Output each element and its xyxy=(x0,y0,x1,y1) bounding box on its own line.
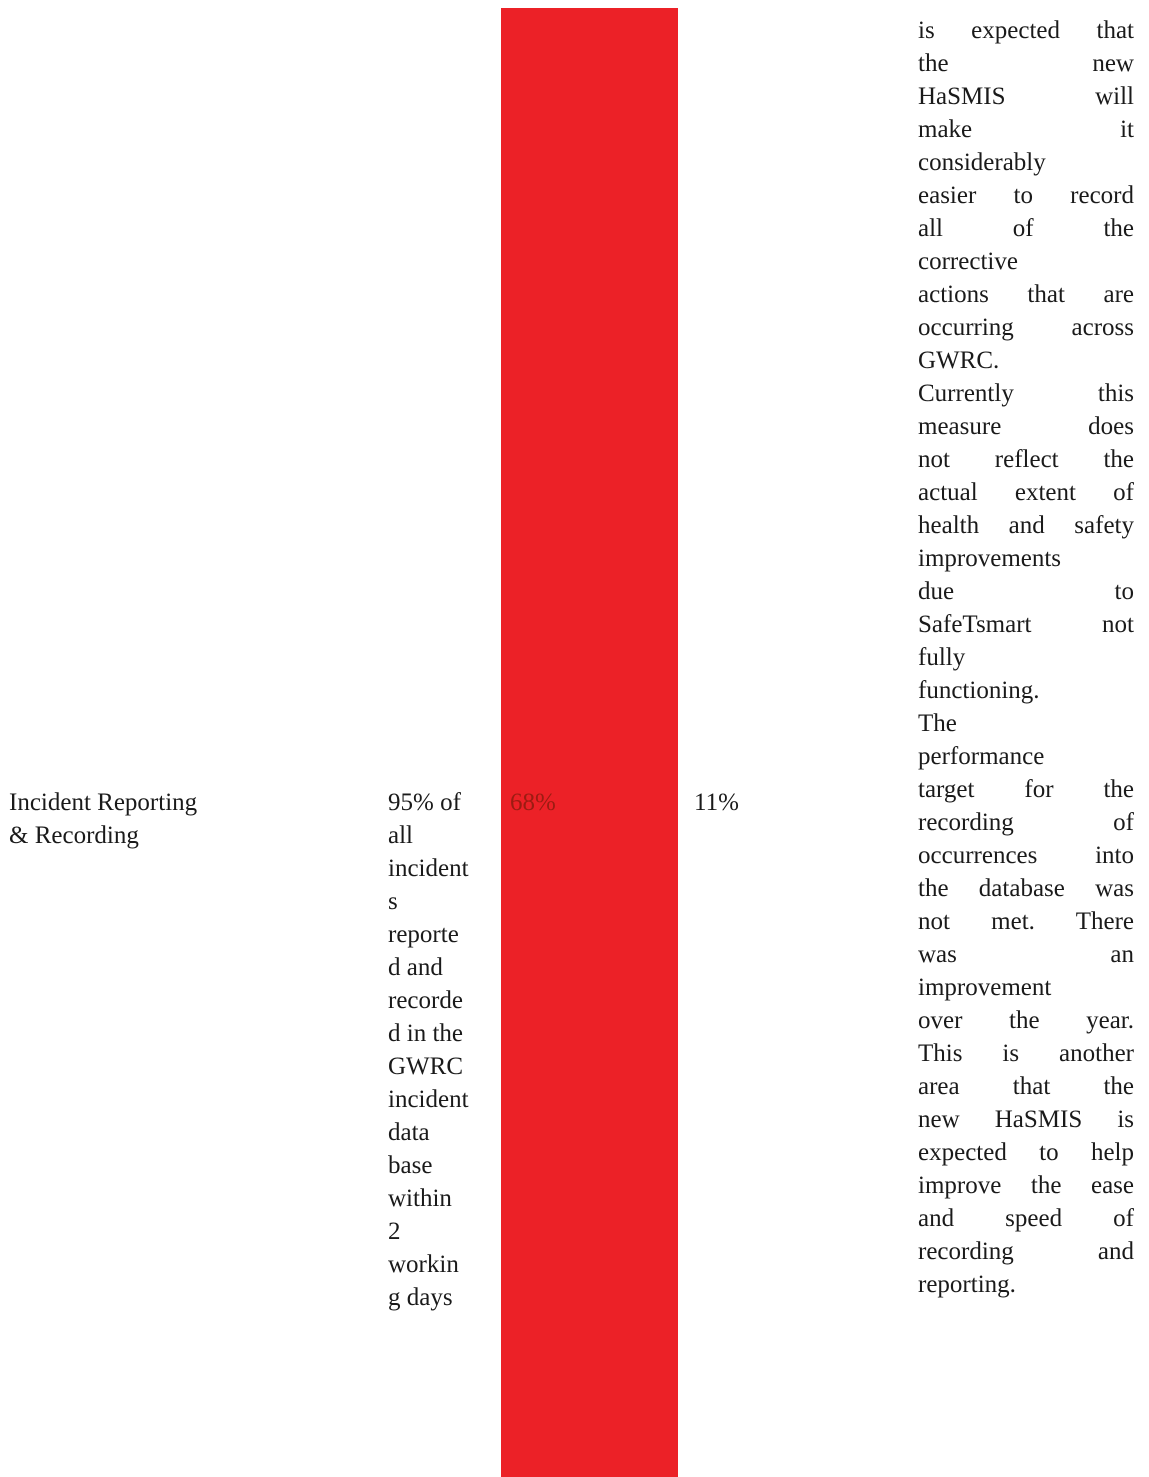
target-line: 2 xyxy=(388,1218,401,1245)
comment-line: area that the xyxy=(918,1073,1134,1100)
target-line: s xyxy=(388,888,398,915)
comment-line: health and safety xyxy=(918,512,1134,539)
comment-line: was an xyxy=(918,941,1134,968)
target-cell: 95% of all incident s reporte d and reco… xyxy=(388,786,498,1314)
result-value: 68% xyxy=(510,789,556,816)
target-line: GWRC xyxy=(388,1053,463,1080)
comment-line: functioning. xyxy=(918,677,1040,704)
comment-line: performance xyxy=(918,743,1045,770)
comment-line: all of the xyxy=(918,215,1134,242)
comment-line: GWRC. xyxy=(918,347,1000,374)
target-line: d in the xyxy=(388,1020,463,1047)
target-line: within xyxy=(388,1185,452,1212)
comment-line: recording of xyxy=(918,809,1134,836)
change-value: 11% xyxy=(694,789,739,816)
comment-line: measure does xyxy=(918,413,1134,440)
comment-line: and speed of xyxy=(918,1205,1134,1232)
status-red-band xyxy=(501,8,678,1477)
target-line: data xyxy=(388,1119,430,1146)
comment-line: due to xyxy=(918,578,1134,605)
comment-line: improve the ease xyxy=(918,1172,1134,1199)
target-line: workin xyxy=(388,1251,459,1278)
comment-line: not met. There xyxy=(918,908,1134,935)
comment-line: easier to record xyxy=(918,182,1134,209)
target-line: base xyxy=(388,1152,433,1179)
target-line: incident xyxy=(388,855,469,882)
comment-line: is expected that xyxy=(918,17,1134,44)
comment-line: occurring across xyxy=(918,314,1134,341)
comment-line: make it xyxy=(918,116,1134,143)
activity-line: & Recording xyxy=(9,822,139,849)
comment-line: over the year. xyxy=(918,1007,1134,1034)
comment-line: new HaSMIS is xyxy=(918,1106,1134,1133)
previous-row-comment: is expected that the new HaSMIS will mak… xyxy=(918,14,1134,707)
target-line: recorde xyxy=(388,987,463,1014)
comment-line: SafeTsmart not xyxy=(918,611,1134,638)
incident-row-comment: The performance target for the recording… xyxy=(918,707,1134,1301)
comment-line: The xyxy=(918,710,957,737)
target-line: 95% of xyxy=(388,789,461,816)
comment-line: the database was xyxy=(918,875,1134,902)
comment-line: reporting. xyxy=(918,1271,1016,1298)
comment-line: HaSMIS will xyxy=(918,83,1134,110)
target-line: d and xyxy=(388,954,443,981)
comment-line: improvements xyxy=(918,545,1062,572)
comment-line: not reflect the xyxy=(918,446,1134,473)
comment-line: occurrences into xyxy=(918,842,1134,869)
activity-line: Incident Reporting xyxy=(9,789,198,816)
comment-line: Currently this xyxy=(918,380,1134,407)
comment-line: considerably xyxy=(918,149,1046,176)
target-line: incident xyxy=(388,1086,469,1113)
comment-line: improvement xyxy=(918,974,1052,1001)
comment-line: target for the xyxy=(918,776,1134,803)
target-line: all xyxy=(388,822,413,849)
target-line: g days xyxy=(388,1284,453,1311)
comment-line: This is another xyxy=(918,1040,1134,1067)
comment-line: actual extent of xyxy=(918,479,1134,506)
comment-line: actions that are xyxy=(918,281,1134,308)
activity-cell: Incident Reporting & Recording xyxy=(9,786,309,852)
comment-line: fully xyxy=(918,644,966,671)
comment-line: expected to help xyxy=(918,1139,1134,1166)
target-line: reporte xyxy=(388,921,459,948)
comment-line: recording and xyxy=(918,1238,1134,1265)
comment-line: corrective xyxy=(918,248,1018,275)
comment-column: is expected that the new HaSMIS will mak… xyxy=(918,14,1134,1301)
comment-line: the new xyxy=(918,50,1134,77)
